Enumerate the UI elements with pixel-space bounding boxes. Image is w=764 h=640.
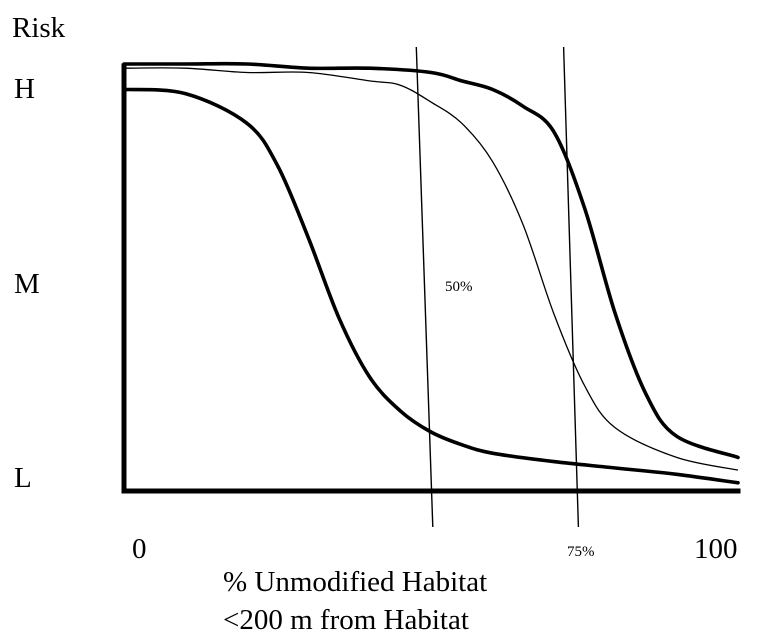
- x-tick-label-0: 0: [132, 533, 147, 565]
- y-tick-label-h: H: [14, 73, 35, 105]
- x-axis-label-line1: % Unmodified Habitat: [223, 566, 487, 598]
- reference-line-1: [415, 46, 434, 528]
- y-tick-label-l: L: [14, 462, 32, 494]
- series-curves: [122, 61, 740, 485]
- series-curve-1: [122, 87, 740, 485]
- reference-lines: [415, 46, 580, 528]
- annotation-50-percent: 50%: [445, 279, 473, 295]
- y-tick-label-m: M: [14, 268, 40, 300]
- x-axis-label-line2: <200 m from Habitat: [223, 604, 469, 636]
- series-curve-2: [123, 67, 739, 471]
- y-axis-label: Risk: [12, 12, 66, 44]
- reference-line-2: [562, 46, 580, 528]
- annotation-75-percent: 75%: [567, 544, 595, 560]
- x-tick-label-100: 100: [694, 533, 738, 565]
- series-curve-3: [122, 61, 740, 460]
